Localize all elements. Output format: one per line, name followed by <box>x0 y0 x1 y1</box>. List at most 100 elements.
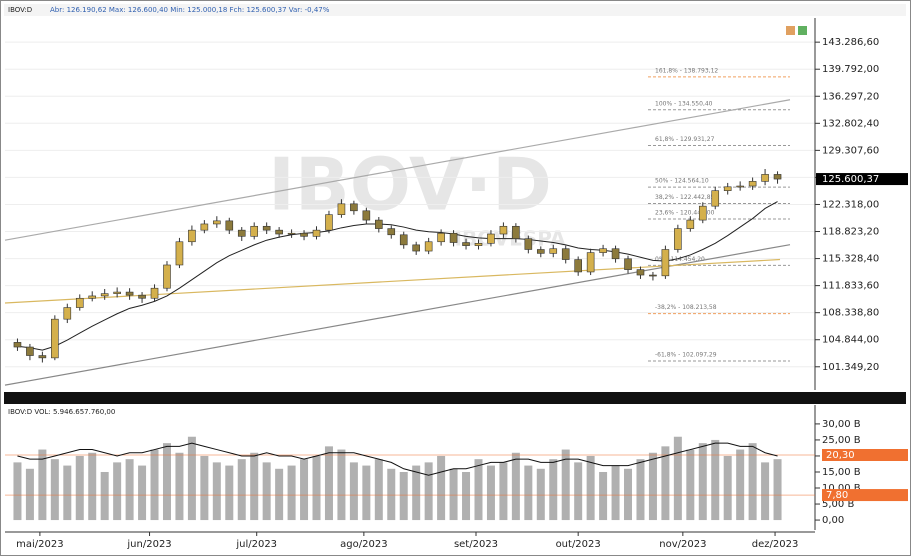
volume-bar <box>374 459 383 521</box>
candle-body <box>188 229 196 243</box>
y-tick-label: 15,00 B <box>822 467 861 478</box>
candle-body <box>287 232 296 235</box>
fib-label: -38,2% - 108.213,58 <box>655 304 717 311</box>
panel-divider <box>4 392 906 404</box>
x-tick-label: set/2023 <box>454 539 498 550</box>
candle-body <box>424 241 433 252</box>
volume-bar <box>75 455 84 521</box>
header-bar <box>4 4 906 16</box>
candle-body <box>661 249 670 277</box>
volume-bar <box>586 455 595 521</box>
volume-bar <box>673 436 682 521</box>
level-box <box>822 449 908 461</box>
candle-body <box>561 248 570 260</box>
candle-body <box>487 233 495 244</box>
volume-bar <box>212 462 221 521</box>
volume-bar <box>536 468 545 521</box>
candle-body <box>462 242 470 246</box>
candle-body <box>163 264 171 289</box>
x-tick-label: jun/2023 <box>126 539 171 550</box>
y-tick-label: 5,00 B <box>822 499 854 510</box>
candle-body <box>275 229 283 235</box>
volume-bar <box>100 471 109 521</box>
candle-body <box>387 228 396 236</box>
x-tick-label: nov/2023 <box>659 539 706 550</box>
candle-body <box>611 248 620 260</box>
candle-body <box>748 181 757 187</box>
y-tick-label: 30,00 B <box>822 419 861 430</box>
volume-bar <box>150 449 159 521</box>
candle-body <box>100 293 109 297</box>
candle-body <box>213 220 221 225</box>
candle-body <box>574 259 582 273</box>
volume-bar <box>250 452 259 521</box>
volume-bar <box>113 462 122 521</box>
volume-bar <box>761 462 770 521</box>
volume-bar <box>50 459 59 521</box>
fib-label: 161,8% - 138.793,12 <box>655 67 718 74</box>
volume-bar <box>748 443 757 521</box>
y-tick-label: 118.823,20 <box>822 227 879 238</box>
volume-bar <box>474 459 483 521</box>
candle-body <box>75 297 84 308</box>
y-tick-label: 132.802,40 <box>822 118 879 129</box>
candle-body <box>250 225 259 237</box>
candle-body <box>474 243 483 246</box>
candle-body <box>636 269 645 276</box>
volume-bar <box>187 436 196 521</box>
candle-body <box>698 205 707 221</box>
volume-bar <box>486 465 495 521</box>
last-price-box <box>816 173 908 186</box>
header-info: Abr: 126.190,62 Max: 126.600,40 Min: 125… <box>50 6 330 14</box>
volume-bar <box>648 452 657 521</box>
volume-bar <box>138 465 147 521</box>
volume-bar <box>574 462 583 521</box>
candle-body <box>437 232 445 243</box>
candle-body <box>399 234 408 246</box>
candle-body <box>761 174 769 182</box>
y-tick-label: 10,00 B <box>822 483 861 494</box>
volume-bar <box>275 468 284 521</box>
candle-body <box>350 203 358 212</box>
candle-body <box>337 203 346 215</box>
volume-bar <box>262 462 271 521</box>
volume-bar <box>561 449 570 521</box>
volume-bar <box>711 439 720 521</box>
candle-body <box>624 258 632 270</box>
level-label: 7,80 <box>826 490 848 501</box>
volume-bar <box>636 459 645 521</box>
volume-bar <box>773 459 782 521</box>
volume-bar <box>63 465 72 521</box>
candle-body <box>312 229 321 237</box>
level-label: 20,30 <box>826 450 855 461</box>
candle-body <box>736 185 744 188</box>
y-tick-label: 0,00 <box>822 515 844 526</box>
last-price-label: 125.600,37 <box>822 174 879 185</box>
icon[interactable] <box>786 26 795 35</box>
volume-bar <box>337 449 346 521</box>
icon[interactable] <box>798 26 807 35</box>
candle-body <box>325 214 333 231</box>
candle-body <box>138 294 146 299</box>
x-tick-label: ago/2023 <box>340 539 387 550</box>
candle-body <box>649 274 657 277</box>
candle-body <box>262 225 271 231</box>
volume-bar <box>349 462 358 521</box>
volume-bar <box>412 465 421 521</box>
panel-title: IBOV:D VOL: 5.946.657.760,00 <box>8 408 115 416</box>
candle-body <box>300 232 308 237</box>
volume-bar <box>661 446 670 521</box>
fib-label: 23,6% - 120.445,00 <box>655 209 715 216</box>
candle-body <box>586 252 595 273</box>
header-title: IBOV:D <box>8 6 32 14</box>
volume-bar <box>324 446 333 521</box>
volume-bar <box>624 468 633 521</box>
candle-body <box>599 248 607 253</box>
volume-bar <box>499 462 508 521</box>
y-tick-label: 139.792,00 <box>822 64 879 75</box>
volume-bar <box>88 452 97 521</box>
fib-label: 100% - 134.550,40 <box>655 100 713 107</box>
volume-bar <box>611 465 620 521</box>
candle-body <box>63 307 72 320</box>
y-tick-label: 25,00 B <box>822 435 861 446</box>
